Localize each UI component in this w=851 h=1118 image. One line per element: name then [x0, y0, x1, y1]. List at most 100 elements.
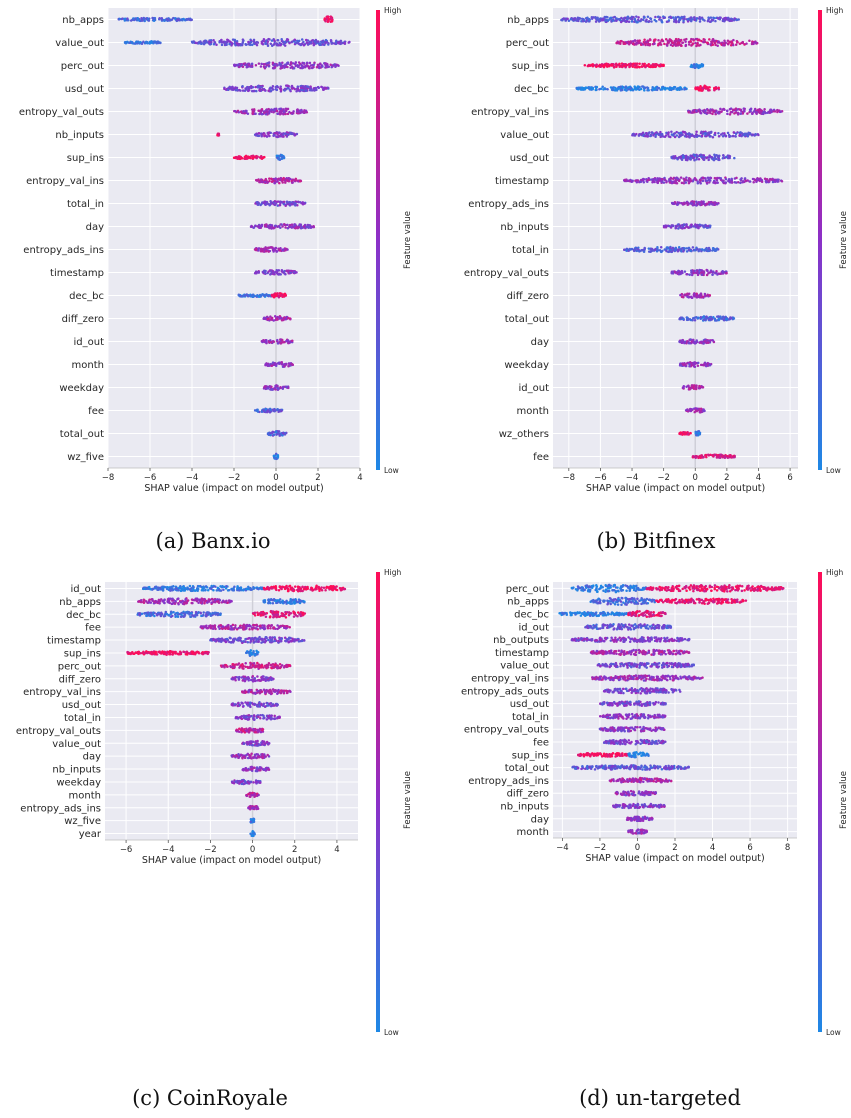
shap-point: [665, 247, 668, 251]
shap-point: [302, 201, 306, 205]
shap-point: [265, 340, 268, 344]
shap-point: [285, 109, 288, 113]
shap-point: [267, 107, 270, 111]
shap-point: [294, 62, 297, 66]
shap-point: [296, 200, 300, 204]
shap-point: [727, 42, 730, 45]
shap-point: [300, 225, 303, 229]
shap-point: [272, 250, 275, 253]
shap-point: [239, 89, 242, 92]
shap-point: [284, 317, 288, 321]
shap-point: [634, 19, 638, 23]
shap-point: [304, 109, 308, 113]
shap-point: [271, 61, 275, 64]
shap-point: [267, 64, 271, 68]
shap-point: [679, 87, 682, 90]
shap-point: [738, 131, 742, 135]
shap-point: [269, 86, 272, 90]
shap-point: [673, 135, 677, 139]
shap-point: [123, 40, 127, 44]
feature-label: nb_apps: [507, 15, 549, 26]
shap-point: [705, 315, 708, 318]
shap-point: [256, 203, 260, 206]
shap-point: [684, 44, 687, 48]
shap-point: [208, 41, 211, 45]
shap-point: [606, 87, 609, 91]
feature-label: id_out: [73, 337, 104, 348]
shap-point: [326, 20, 330, 24]
shap-point: [667, 131, 670, 134]
shap-point: [667, 41, 670, 44]
shap-point: [304, 38, 308, 42]
shap-point: [694, 135, 697, 138]
shap-point: [651, 131, 654, 135]
shap-point: [710, 155, 713, 159]
shap-point: [678, 340, 681, 343]
shap-point: [713, 153, 716, 157]
shap-point: [179, 18, 183, 21]
shap-point: [631, 65, 635, 68]
shap-point: [294, 204, 297, 207]
shap-point: [286, 340, 290, 343]
shap-point: [682, 363, 685, 367]
shap-point: [196, 589, 199, 593]
shap-point: [733, 454, 736, 458]
shap-point: [619, 20, 623, 24]
shap-point: [229, 40, 232, 44]
shap-point: [153, 40, 157, 43]
shap-point: [300, 42, 304, 46]
shap-point: [669, 38, 672, 42]
shap-point: [274, 107, 278, 110]
shap-point: [634, 42, 637, 45]
shap-point: [274, 293, 277, 297]
shap-point: [630, 20, 634, 23]
shap-point: [623, 64, 626, 68]
feature-label: weekday: [59, 383, 104, 394]
shap-point: [639, 87, 643, 91]
shap-point: [633, 64, 637, 67]
shap-point: [695, 44, 698, 48]
shap-point: [717, 135, 721, 138]
shap-point: [273, 181, 276, 185]
shap-point: [280, 223, 283, 226]
shap-point: [689, 16, 693, 19]
shap-point: [258, 88, 261, 92]
shap-point: [220, 43, 224, 47]
shap-point: [240, 157, 244, 160]
shap-point: [278, 107, 281, 111]
shap-point: [266, 317, 270, 321]
shap-point: [668, 224, 671, 228]
shap-point: [643, 89, 646, 92]
shap-point: [626, 16, 630, 20]
shap-point: [260, 107, 264, 111]
shap-point: [595, 17, 599, 20]
shap-point: [267, 270, 270, 273]
shap-point: [258, 226, 261, 230]
shap-point: [339, 39, 343, 43]
shap-point: [690, 134, 694, 137]
shap-point: [743, 177, 747, 180]
shap-point: [562, 17, 566, 20]
shap-point: [697, 134, 701, 137]
colorbar: [376, 10, 380, 470]
shap-point: [638, 65, 641, 69]
shap-point: [249, 294, 252, 298]
shap-point: [633, 85, 636, 88]
shap-point: [283, 269, 286, 273]
feature-label: wz_others: [499, 429, 549, 440]
shap-point: [675, 176, 678, 179]
shap-point: [695, 224, 699, 227]
shap-point: [683, 223, 686, 226]
shap-point: [321, 65, 324, 68]
shap-point: [293, 224, 297, 227]
shap-point: [151, 16, 154, 20]
shap-point: [739, 181, 742, 185]
shap-point: [613, 15, 617, 19]
shap-point: [701, 18, 705, 21]
shap-point: [688, 273, 691, 277]
shap-point: [759, 110, 763, 114]
shap-point: [278, 409, 282, 412]
shap-point: [305, 62, 309, 65]
shap-point: [268, 407, 272, 411]
shap-panel-1: nb_appsvalue_outperc_outusd_outentropy_v…: [19, 6, 413, 553]
